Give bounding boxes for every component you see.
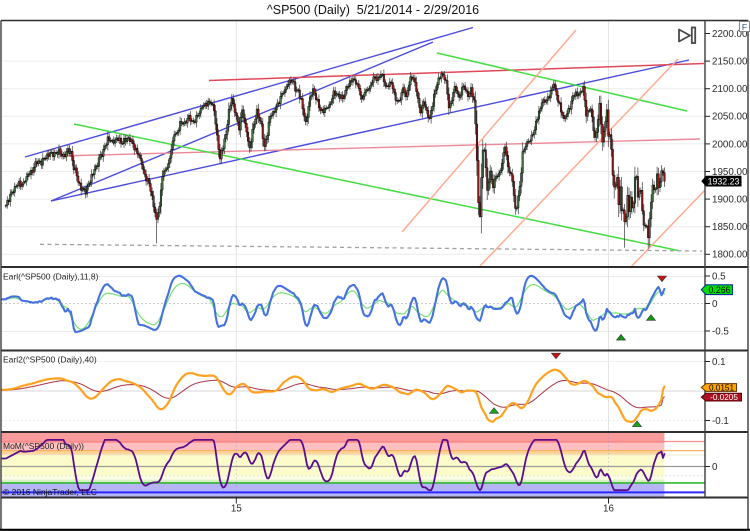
svg-text:0.0151: 0.0151 [709,383,734,392]
svg-text:2000.00: 2000.00 [712,139,748,150]
svg-text:1950.00: 1950.00 [712,167,748,178]
svg-text:1850.00: 1850.00 [712,222,748,233]
svg-text:MoM(^SP500 (Daily)): MoM(^SP500 (Daily)) [3,441,84,451]
svg-text:0: 0 [712,299,718,310]
svg-text:-0.1: -0.1 [712,416,729,427]
svg-text:Earl(^SP500 (Daily),11,8): Earl(^SP500 (Daily),11,8) [3,272,99,282]
svg-text:1800.00: 1800.00 [712,250,748,261]
svg-text:0.266: 0.266 [708,285,730,295]
svg-text:F: F [742,22,747,32]
svg-text:0.5: 0.5 [712,271,726,282]
svg-text:1900.00: 1900.00 [712,195,748,206]
svg-text:2150.00: 2150.00 [712,57,748,68]
svg-text:0.1: 0.1 [712,357,726,368]
svg-text:0: 0 [712,462,718,473]
svg-text:^SP500 (Daily) 5/21/2014 - 2/: ^SP500 (Daily) 5/21/2014 - 2/29/2016 [267,3,479,17]
svg-text:2100.00: 2100.00 [712,84,748,95]
svg-text:Earl2(^SP500 (Daily),40): Earl2(^SP500 (Daily),40) [3,355,97,365]
svg-text:16: 16 [603,504,614,515]
svg-text:-0.5: -0.5 [712,326,729,337]
svg-text:2050.00: 2050.00 [712,112,748,123]
svg-text:-0.0205: -0.0205 [710,393,738,402]
svg-text:1932.23: 1932.23 [708,176,740,186]
svg-text:© 2016 NinjaTrader, LLC: © 2016 NinjaTrader, LLC [3,487,97,497]
svg-text:15: 15 [231,504,242,515]
svg-text:2200.00: 2200.00 [712,29,748,40]
